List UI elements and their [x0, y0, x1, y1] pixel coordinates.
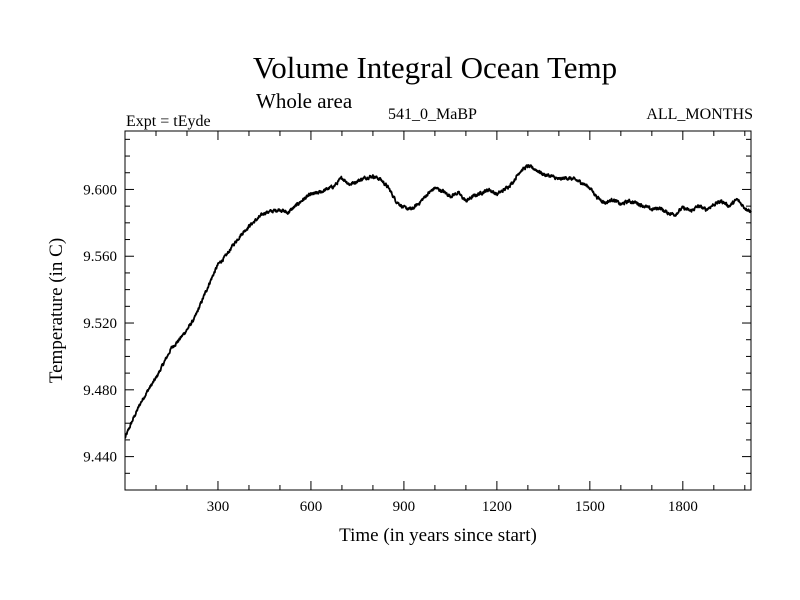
y-tick-label: 9.560	[83, 249, 117, 265]
x-axis-label: Time (in years since start)	[339, 525, 537, 546]
series-line	[124, 164, 752, 439]
x-tick-label: 900	[393, 499, 416, 515]
x-axis: 300 600 900 1200 1500 1800	[155, 131, 746, 515]
y-tick-label: 9.600	[83, 182, 117, 198]
plot-frame	[124, 130, 752, 491]
period-label: 541_0_MaBP	[388, 106, 477, 123]
experiment-label: Expt = tEyde	[126, 113, 211, 130]
x-tick-label: 300	[207, 499, 230, 515]
x-tick-label: 1800	[668, 499, 698, 515]
months-label: ALL_MONTHS	[646, 106, 753, 123]
y-tick-label: 9.520	[83, 316, 117, 332]
x-tick-label: 600	[300, 499, 323, 515]
x-tick-label: 1200	[482, 499, 512, 515]
y-tick-label: 9.440	[83, 450, 117, 466]
x-tick-label: 1500	[575, 499, 605, 515]
y-axis-label: Temperature (in C)	[46, 238, 67, 383]
y-axis: 9.440 9.480 9.520 9.560 9.600	[83, 138, 751, 491]
y-tick-label: 9.480	[83, 383, 117, 399]
series-layer	[124, 164, 752, 439]
chart-subtitle: Whole area	[256, 89, 353, 113]
chart-title: Volume Integral Ocean Temp	[252, 50, 618, 85]
